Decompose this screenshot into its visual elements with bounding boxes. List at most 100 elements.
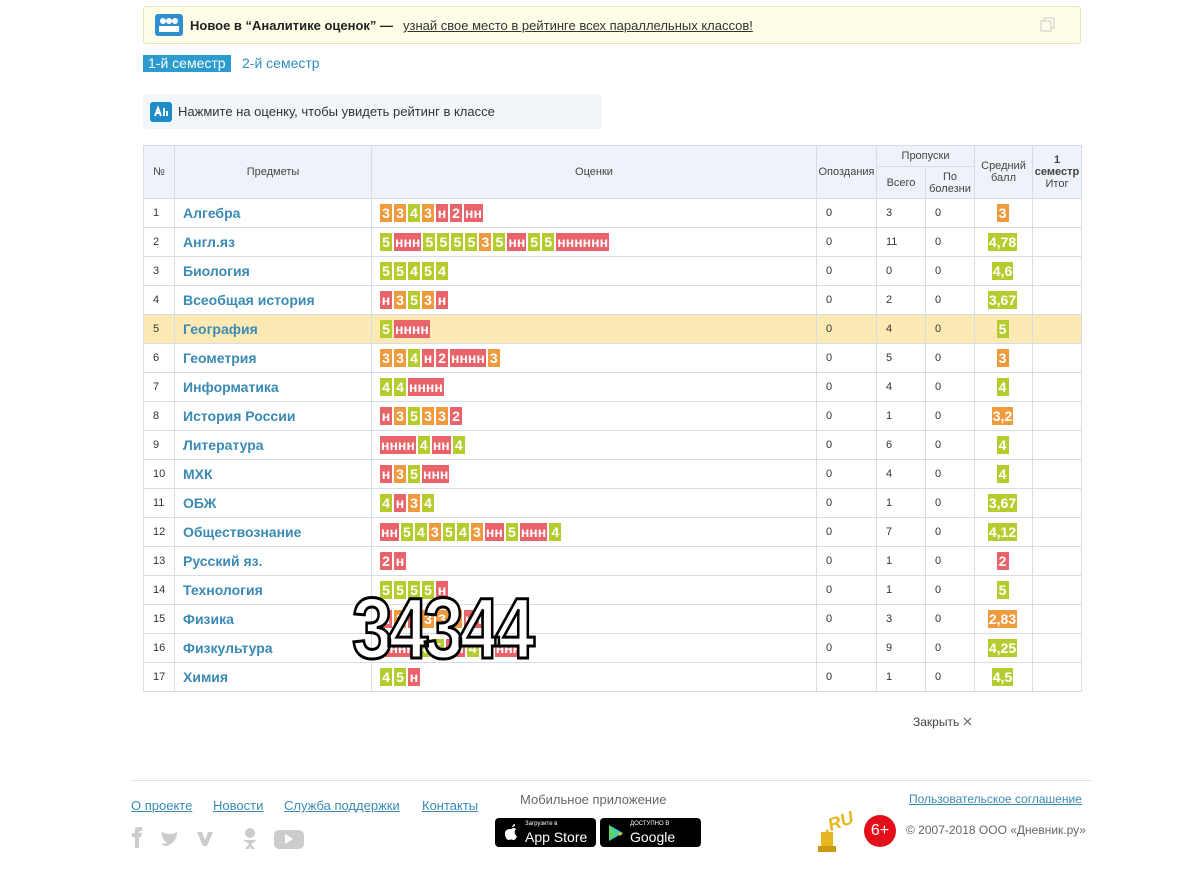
copy-icon[interactable] <box>1040 17 1056 33</box>
footer-link[interactable]: Контакты <box>422 798 479 813</box>
subject[interactable]: Физкультура <box>174 633 372 663</box>
grade[interactable]: н <box>380 465 392 483</box>
grade[interactable]: 5 <box>394 581 406 599</box>
grade[interactable]: нннн <box>408 378 444 396</box>
grade[interactable]: 4 <box>380 668 392 686</box>
subject[interactable]: Англ.яз <box>174 227 372 257</box>
grade[interactable]: 3 <box>436 610 448 628</box>
grade[interactable]: н <box>436 581 448 599</box>
googleplay-button[interactable]: ДОСТУПНО В Google Play <box>600 818 701 861</box>
grade[interactable]: 5 <box>442 523 455 541</box>
subject[interactable]: Информатика <box>174 372 372 402</box>
grade[interactable]: н <box>436 204 448 222</box>
grade[interactable]: нн <box>464 610 483 628</box>
grade[interactable]: н <box>394 494 406 512</box>
grade[interactable]: 5 <box>408 407 420 425</box>
grade[interactable]: н <box>380 291 392 309</box>
grade[interactable]: 3 <box>380 349 392 367</box>
grade[interactable]: 3 <box>408 494 420 512</box>
grade[interactable]: нн <box>507 233 527 251</box>
subject[interactable]: Физика <box>174 604 372 634</box>
grade[interactable]: 5 <box>437 233 450 251</box>
grade[interactable]: 4 <box>480 639 493 657</box>
grade[interactable]: 2 <box>450 204 462 222</box>
grade[interactable]: 5 <box>408 581 420 599</box>
grade[interactable]: 4 <box>422 494 434 512</box>
subject[interactable]: МХК <box>174 459 372 489</box>
grade[interactable]: 5 <box>408 291 420 309</box>
grade[interactable]: ннн <box>422 465 450 483</box>
grade[interactable]: 5 <box>408 465 420 483</box>
subject[interactable]: Литература <box>174 430 372 460</box>
tab-active[interactable]: 1-й семестр <box>143 55 231 72</box>
grade[interactable]: нннн <box>380 436 416 454</box>
tab[interactable]: 2-й семестр <box>242 55 320 71</box>
grade[interactable]: 4 <box>414 523 427 541</box>
grade[interactable]: 5 <box>380 233 392 251</box>
grade[interactable]: 5 <box>493 233 506 251</box>
grade[interactable]: 5 <box>380 262 392 280</box>
grade[interactable]: нннн <box>450 349 486 367</box>
grade[interactable]: 4 <box>417 436 430 454</box>
close-button[interactable]: Закрыть <box>913 715 972 729</box>
subject[interactable]: Геометрия <box>174 343 372 373</box>
grade[interactable]: 5 <box>380 320 392 338</box>
grade[interactable]: 3 <box>394 204 406 222</box>
grade[interactable]: 4 <box>436 262 448 280</box>
grade[interactable]: 2 <box>380 552 392 570</box>
subject[interactable]: Всеобщая история <box>174 285 372 315</box>
grade[interactable]: 5 <box>422 581 434 599</box>
grade[interactable]: 2 <box>450 407 462 425</box>
grade[interactable]: нннн <box>394 320 430 338</box>
grade[interactable]: 3 <box>394 407 406 425</box>
grade[interactable]: 5 <box>422 262 434 280</box>
grade[interactable]: нн <box>380 523 399 541</box>
grade[interactable]: 3 <box>422 407 434 425</box>
grade[interactable]: 5 <box>451 233 464 251</box>
grade[interactable]: нннн <box>380 639 416 657</box>
grade[interactable]: 5 <box>380 581 392 599</box>
grade[interactable]: н <box>380 610 392 628</box>
grade[interactable]: 4 <box>549 523 562 541</box>
subject[interactable]: Русский яз. <box>174 546 372 576</box>
grade[interactable]: 4 <box>417 639 430 657</box>
grade[interactable]: нн <box>464 204 483 222</box>
grade[interactable]: ннн <box>494 639 523 657</box>
grade[interactable]: 3 <box>394 291 406 309</box>
grade[interactable]: 5 <box>394 262 406 280</box>
grade[interactable]: 3 <box>436 407 448 425</box>
footer-link[interactable]: Служба поддержки <box>284 798 400 813</box>
grade[interactable]: н <box>436 291 448 309</box>
grade[interactable]: 4 <box>408 349 420 367</box>
grade[interactable]: 5 <box>394 668 406 686</box>
grade[interactable]: нн <box>431 436 451 454</box>
grade[interactable]: 3 <box>422 291 434 309</box>
grade[interactable]: 5 <box>505 523 518 541</box>
subject[interactable]: География <box>174 314 372 344</box>
grade[interactable]: нн <box>484 523 504 541</box>
grade[interactable]: н <box>394 552 406 570</box>
grade[interactable]: 3 <box>422 610 434 628</box>
subject[interactable]: Технология <box>174 575 372 605</box>
subject[interactable]: Обществознание <box>174 517 372 547</box>
grade[interactable]: 5 <box>528 233 541 251</box>
grade[interactable]: ннн <box>519 523 548 541</box>
subject[interactable]: Алгебра <box>174 198 372 228</box>
grade[interactable]: 4 <box>408 262 420 280</box>
grade[interactable]: 3 <box>394 610 406 628</box>
grade[interactable]: 4 <box>394 378 406 396</box>
footer-link[interactable]: Новости <box>213 798 264 813</box>
grade[interactable]: 2 <box>436 349 448 367</box>
grade[interactable]: 2 <box>408 610 420 628</box>
grade[interactable]: 3 <box>487 349 500 367</box>
grade[interactable]: 5 <box>465 233 478 251</box>
grade[interactable]: 3 <box>394 465 406 483</box>
grade[interactable]: н <box>422 349 434 367</box>
grade[interactable]: н <box>408 668 420 686</box>
grade[interactable]: н <box>380 407 392 425</box>
grade[interactable]: 4 <box>408 204 420 222</box>
grade[interactable]: нннннн <box>556 233 610 251</box>
grade[interactable]: 3 <box>422 204 434 222</box>
grade[interactable]: 3 <box>470 523 483 541</box>
grade[interactable]: 4 <box>380 494 392 512</box>
